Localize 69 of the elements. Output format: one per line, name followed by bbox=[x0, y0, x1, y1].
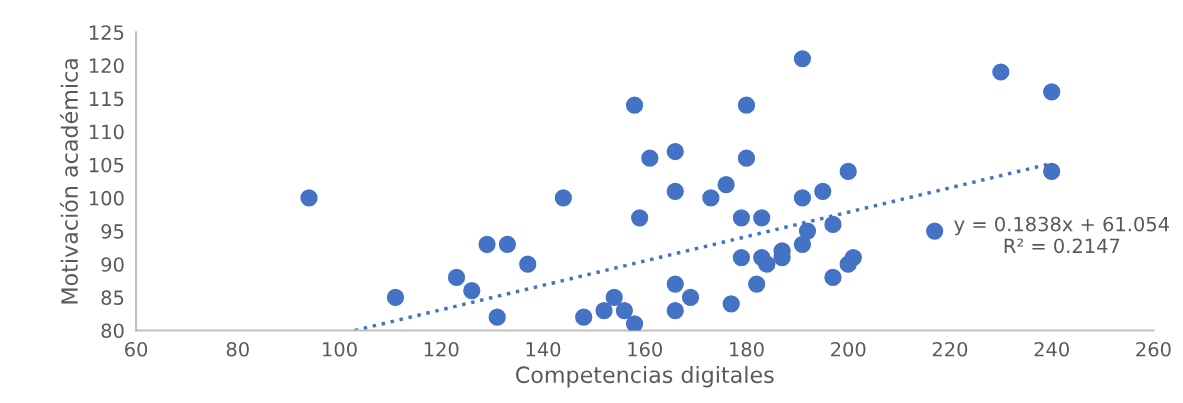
point bbox=[737, 96, 756, 114]
point bbox=[519, 255, 537, 273]
y-tick-label: 100 bbox=[89, 190, 124, 206]
point bbox=[992, 63, 1010, 81]
y-tick-label: 105 bbox=[89, 157, 124, 173]
x-tick-label: 100 bbox=[323, 341, 357, 357]
y-tick-label: 115 bbox=[89, 91, 124, 107]
y-tick-label: 125 bbox=[89, 25, 124, 40]
point bbox=[732, 248, 750, 267]
point bbox=[926, 222, 944, 240]
point bbox=[631, 209, 649, 227]
y-tick-label: 90 bbox=[101, 257, 124, 272]
point bbox=[814, 182, 832, 200]
point bbox=[717, 176, 735, 194]
point bbox=[753, 209, 771, 227]
point bbox=[554, 189, 572, 207]
y-tick-label: 80 bbox=[101, 323, 124, 339]
x-tick-label: 160 bbox=[628, 341, 662, 357]
point bbox=[498, 235, 517, 253]
y-axis-title: Motivación académica bbox=[59, 59, 78, 304]
x-tick-label: 200 bbox=[831, 341, 866, 357]
point bbox=[798, 222, 817, 240]
y-tick-label: 85 bbox=[101, 290, 124, 305]
point bbox=[488, 308, 506, 326]
point bbox=[839, 162, 857, 181]
point bbox=[300, 189, 318, 207]
y-tick-label: 110 bbox=[89, 124, 124, 140]
point bbox=[681, 288, 700, 306]
y-tick-label: 120 bbox=[89, 58, 124, 74]
point bbox=[824, 215, 842, 234]
x-tick-label: 220 bbox=[932, 341, 968, 357]
x-tick-label: 240 bbox=[1034, 341, 1069, 357]
point bbox=[463, 282, 481, 300]
point bbox=[666, 182, 684, 200]
point bbox=[666, 301, 684, 320]
point bbox=[595, 301, 613, 320]
point bbox=[722, 295, 740, 313]
x-tick-label: 260 bbox=[1136, 341, 1171, 357]
annotation: y = 0.1838x + 61.054 R² = 0.2147 bbox=[954, 216, 1169, 254]
point bbox=[625, 96, 644, 114]
point bbox=[478, 235, 496, 253]
x-tick-label: 180 bbox=[730, 341, 764, 357]
point bbox=[615, 301, 634, 320]
x-axis-title: Competencias digitales bbox=[515, 365, 774, 388]
x-tick-label: 80 bbox=[226, 341, 249, 357]
point bbox=[386, 288, 405, 306]
point bbox=[793, 50, 812, 68]
point bbox=[732, 209, 750, 227]
point bbox=[1043, 83, 1061, 101]
point bbox=[447, 268, 466, 287]
x-tick-label: 120 bbox=[424, 341, 459, 357]
point bbox=[793, 189, 812, 207]
point bbox=[666, 142, 684, 161]
point bbox=[737, 149, 756, 167]
point bbox=[758, 255, 776, 273]
point bbox=[702, 189, 720, 207]
point bbox=[625, 315, 644, 331]
x-tick-label: 140 bbox=[526, 341, 561, 357]
point bbox=[666, 275, 684, 293]
point bbox=[575, 308, 593, 326]
point bbox=[844, 248, 862, 267]
point bbox=[1043, 162, 1061, 181]
point bbox=[748, 275, 766, 293]
point bbox=[605, 288, 623, 306]
y-tick-label: 95 bbox=[101, 224, 124, 239]
x-tick-label: 60 bbox=[125, 341, 148, 357]
point bbox=[824, 268, 842, 287]
point bbox=[793, 235, 812, 253]
point bbox=[641, 149, 659, 167]
